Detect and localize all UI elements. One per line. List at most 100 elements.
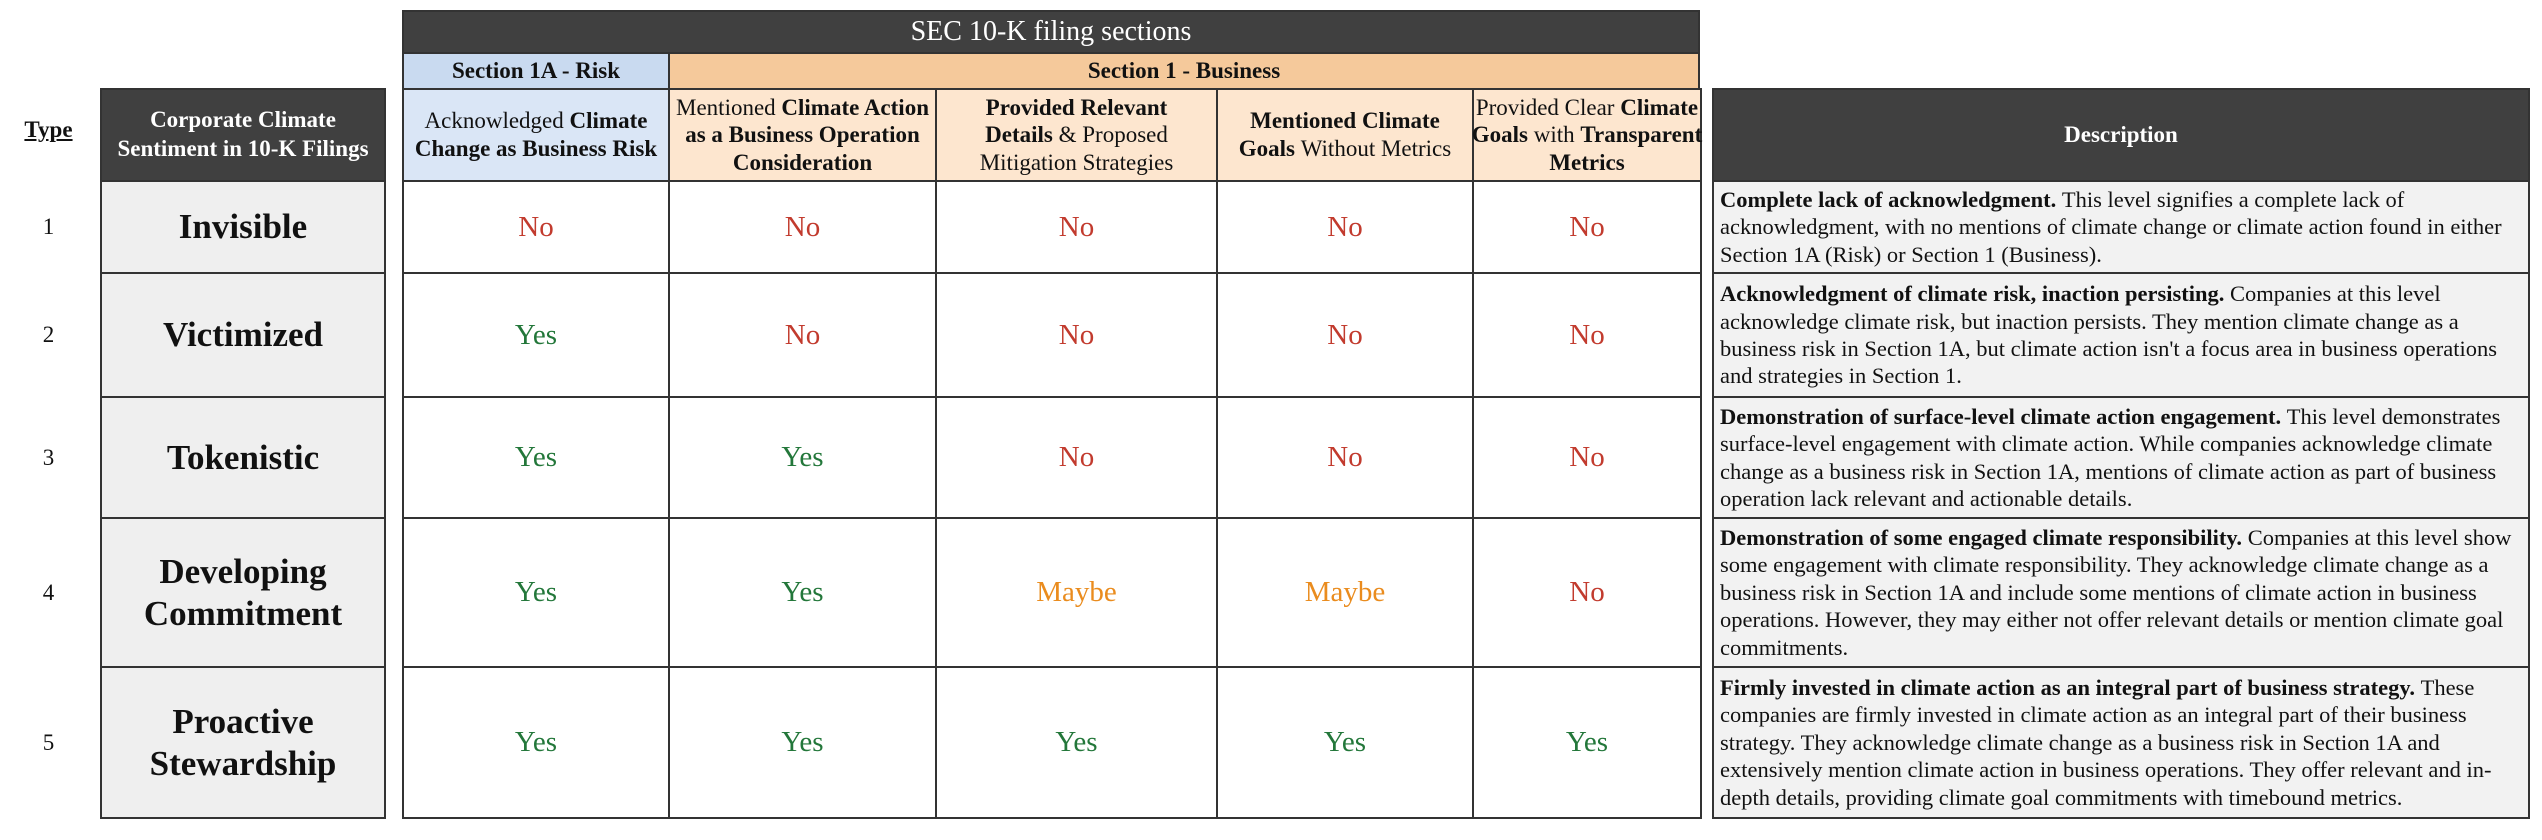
type-number: 5	[42, 730, 55, 755]
answer: No	[1327, 318, 1363, 351]
level-name-cell: Invisible	[100, 180, 386, 274]
answer-cell: No	[1472, 272, 1702, 398]
answer: No	[1058, 441, 1095, 473]
criterion-header: Provided Clear Climate Goals with Transpare…	[1472, 88, 1702, 182]
description-text: Companies at this level acknowledge clim…	[1720, 281, 2498, 389]
answer-cell: No	[668, 180, 937, 274]
answer-cell: Yes	[402, 272, 670, 398]
answer-cell: Yes	[1216, 666, 1474, 819]
answer: No	[518, 210, 554, 243]
answer-cell: No	[1216, 396, 1474, 519]
answer-cell: Yes	[935, 666, 1218, 819]
description: Demonstration of some engaged climate re…	[1720, 524, 2522, 661]
answer-cell: No	[1472, 517, 1702, 668]
answer: Yes	[514, 726, 558, 758]
description: Acknowledgment of climate risk, inaction…	[1720, 280, 2522, 390]
type-header: Type	[24, 117, 73, 142]
type-number: 1	[42, 214, 55, 239]
criterion-text: Mentioned Climate Action as a Business Op…	[674, 94, 931, 177]
answer: Maybe	[1304, 576, 1386, 608]
criterion-text: Provided Relevant Details & Proposed Miti…	[941, 94, 1212, 177]
answer: No	[1569, 576, 1605, 608]
answer: Yes	[781, 441, 824, 473]
description-text: Companies at this level show some engage…	[1720, 524, 2512, 660]
description-text: These companies are firmly invested in c…	[1720, 674, 2492, 810]
criterion-part: Mentioned Climate Goals	[1238, 108, 1440, 161]
criterion-header: Provided Relevant Details & Proposed Miti…	[935, 88, 1218, 182]
answer: No	[1569, 318, 1605, 351]
answer-cell: Yes	[402, 666, 670, 819]
answer: Yes	[781, 576, 824, 608]
answer: No	[1058, 210, 1095, 243]
answer-cell: No	[1472, 180, 1702, 274]
answer-cell: No	[935, 272, 1218, 398]
criterion-part: Provided Clear	[1475, 94, 1615, 120]
criterion-part: Climate Change as Business Risk	[414, 108, 658, 161]
criterion-text: Mentioned Climate Goals Without Metrics	[1222, 107, 1468, 162]
answer-cell: No	[402, 180, 670, 274]
criterion-part: & Proposed Mitigation Strategies	[979, 122, 1174, 175]
criterion-header: Mentioned Climate Goals Without Metrics	[1216, 88, 1474, 182]
description-cell: Firmly invested in climate action as an …	[1712, 666, 2530, 819]
answer: Yes	[1055, 726, 1098, 758]
answer: No	[784, 210, 821, 243]
criterion-header: Acknowledged Climate Change as Business R…	[402, 88, 670, 182]
answer: Yes	[1565, 726, 1609, 758]
answer: No	[1327, 441, 1363, 473]
answer-cell: No	[1472, 396, 1702, 519]
answer: Yes	[1323, 726, 1367, 758]
sentiment-header: Corporate Climate Sentiment in 10-K Fili…	[100, 88, 386, 182]
answer-cell: No	[668, 272, 937, 398]
answer: No	[1058, 318, 1095, 351]
criterion-part: Transparent Metrics	[1549, 122, 1703, 175]
description-lead: Firmly invested in climate action as an …	[1720, 674, 2415, 700]
answer: Yes	[781, 726, 824, 758]
criterion-text: Acknowledged Climate Change as Business R…	[408, 107, 664, 162]
criterion-header: Mentioned Climate Action as a Business Op…	[668, 88, 937, 182]
description-lead: Acknowledgment of climate risk, inaction…	[1720, 281, 2225, 307]
description-cell: Acknowledgment of climate risk, inaction…	[1712, 272, 2530, 398]
title-bar: SEC 10-K filing sections	[402, 10, 1700, 54]
description-text: This level demonstrates surface-level en…	[1720, 403, 2501, 511]
level-name: Victimized	[162, 315, 324, 354]
criterion-text: Provided Clear Climate Goals with Transpare…	[1472, 94, 1702, 177]
criterion-part: Acknowledged	[424, 108, 564, 134]
level-name: Invisible	[178, 207, 308, 246]
answer-cell: Yes	[402, 396, 670, 519]
description-header: Description	[1712, 88, 2530, 182]
level-name: Developing Commitment	[143, 551, 343, 633]
level-name-cell: Proactive Stewardship	[100, 666, 386, 819]
level-name: Tokenistic	[166, 437, 320, 477]
type-number: 2	[42, 322, 55, 347]
answer: No	[784, 318, 821, 351]
description: Firmly invested in climate action as an …	[1720, 674, 2522, 811]
answer: No	[1327, 210, 1363, 243]
description-lead: Demonstration of some engaged climate re…	[1720, 524, 2243, 550]
criterion-part: Without Metrics	[1300, 136, 1452, 161]
level-name-cell: Developing Commitment	[100, 517, 386, 668]
description-lead: Demonstration of surface-level climate a…	[1720, 403, 2282, 429]
answer-cell: Yes	[668, 666, 937, 819]
answer-cell: No	[1216, 180, 1474, 274]
criterion-part: Climate Action as a Business Operation C…	[685, 94, 929, 175]
type-number: 3	[42, 445, 55, 470]
answer-cell: Maybe	[1216, 517, 1474, 668]
description-text: This level signifies a complete lack of …	[1720, 186, 2502, 267]
answer-cell: No	[935, 180, 1218, 274]
answer-cell: Yes	[668, 517, 937, 668]
answer-cell: Yes	[1472, 666, 1702, 819]
description-lead: Complete lack of acknowledgment.	[1720, 186, 2057, 212]
section-business-label: Section 1 - Business	[1087, 58, 1281, 83]
type-number: 4	[42, 580, 55, 605]
sentiment-header-label: Corporate Climate Sentiment in 10-K Fili…	[117, 107, 369, 161]
description: Complete lack of acknowledgment. This lev…	[1720, 186, 2522, 268]
section-business: Section 1 - Business	[668, 52, 1700, 90]
description: Demonstration of surface-level climate a…	[1720, 403, 2522, 513]
answer-cell: No	[935, 396, 1218, 519]
answer: Maybe	[1036, 576, 1117, 608]
level-name: Proactive Stewardship	[149, 701, 337, 783]
description-header-label: Description	[2064, 122, 2178, 147]
answer: No	[1569, 210, 1605, 243]
answer: No	[1569, 441, 1605, 473]
